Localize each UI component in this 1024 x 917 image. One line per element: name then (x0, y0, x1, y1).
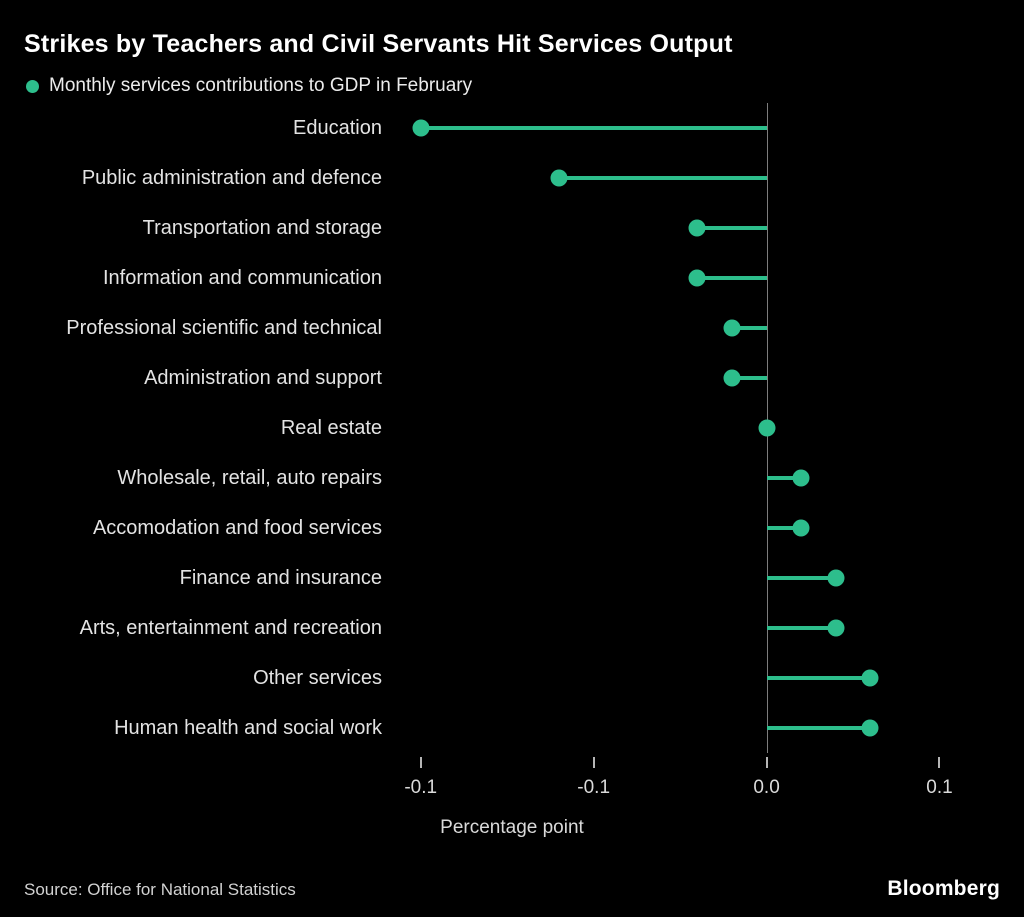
chart-row: Wholesale, retail, auto repairs (24, 453, 1000, 503)
lollipop-plot (400, 353, 1000, 403)
category-label: Accomodation and food services (92, 516, 382, 539)
lollipop-dot (723, 369, 741, 387)
category-label: Professional scientific and technical (66, 316, 382, 339)
chart-row: Education (24, 103, 1000, 153)
lollipop-chart: Education Public administration and defen… (24, 103, 1000, 839)
axis-tick-mark (592, 757, 595, 768)
lollipop-dot (688, 269, 706, 287)
x-axis-title: Percentage point (440, 817, 584, 838)
lollipop-stem (766, 726, 871, 730)
category-label: Administration and support (144, 366, 382, 389)
axis-tick-mark (938, 757, 941, 768)
lollipop-plot (400, 553, 1000, 603)
lollipop-dot (792, 519, 810, 537)
axis-tick-label: 0.1 (926, 777, 953, 798)
category-label: Transportation and storage (142, 216, 382, 239)
legend: Monthly services contributions to GDP in… (26, 75, 1000, 97)
lollipop-plot (400, 403, 1000, 453)
lollipop-stem (420, 126, 767, 130)
lollipop-plot (400, 253, 1000, 303)
category-label: Arts, entertainment and recreation (79, 616, 382, 639)
chart-rows: Education Public administration and defen… (24, 103, 1000, 753)
category-label: Real estate (280, 416, 382, 439)
lollipop-dot (861, 669, 879, 687)
lollipop-stem (559, 176, 767, 180)
footer: Source: Office for National Statistics B… (24, 877, 1000, 901)
lollipop-plot (400, 153, 1000, 203)
chart-row: Finance and insurance (24, 553, 1000, 603)
chart-title: Strikes by Teachers and Civil Servants H… (24, 30, 733, 58)
chart-row: Public administration and defence (24, 153, 1000, 203)
lollipop-dot (827, 619, 845, 637)
bloomberg-logo: Bloomberg (887, 877, 1000, 900)
lollipop-plot (400, 603, 1000, 653)
axis-tick-label: -0.1 (577, 777, 611, 798)
axis-tick-label: -0.1 (404, 777, 438, 798)
lollipop-stem (731, 326, 767, 330)
chart-row: Transportation and storage (24, 203, 1000, 253)
lollipop-stem (697, 226, 767, 230)
category-label: Public administration and defence (81, 166, 382, 189)
lollipop-plot (400, 453, 1000, 503)
lollipop-dot (861, 719, 879, 737)
axis-tick-label: 0.0 (753, 777, 780, 798)
lollipop-dot (550, 169, 568, 187)
lollipop-stem (766, 676, 871, 680)
lollipop-stem (766, 576, 836, 580)
category-label: Information and communication (102, 266, 382, 289)
category-label: Education (293, 116, 382, 139)
axis-tick-mark (765, 757, 768, 768)
lollipop-plot (400, 653, 1000, 703)
chart-row: Information and communication (24, 253, 1000, 303)
chart-row: Professional scientific and technical (24, 303, 1000, 353)
axis-tick-mark (419, 757, 422, 768)
chart-row: Human health and social work (24, 703, 1000, 753)
category-label: Finance and insurance (179, 566, 382, 589)
lollipop-dot (792, 469, 810, 487)
lollipop-stem (766, 626, 836, 630)
chart-row: Administration and support (24, 353, 1000, 403)
lollipop-plot (400, 303, 1000, 353)
lollipop-plot (400, 203, 1000, 253)
chart-row: Real estate (24, 403, 1000, 453)
chart-row: Accomodation and food services (24, 503, 1000, 553)
chart-row: Other services (24, 653, 1000, 703)
legend-dot-icon (26, 79, 39, 93)
lollipop-dot (688, 219, 706, 237)
category-label: Wholesale, retail, auto repairs (117, 466, 382, 489)
chart-row: Arts, entertainment and recreation (24, 603, 1000, 653)
lollipop-dot (758, 419, 776, 437)
legend-label: Monthly services contributions to GDP in… (49, 75, 473, 96)
lollipop-dot (412, 119, 430, 137)
category-label: Human health and social work (114, 716, 382, 739)
lollipop-plot (400, 503, 1000, 553)
lollipop-dot (723, 319, 741, 337)
x-axis-ticks (400, 755, 1000, 769)
category-label: Other services (253, 666, 382, 689)
lollipop-stem (766, 526, 802, 530)
source-note: Source: Office for National Statistics (24, 880, 296, 899)
lollipop-plot (400, 703, 1000, 753)
lollipop-stem (697, 276, 767, 280)
lollipop-plot (400, 103, 1000, 153)
lollipop-dot (827, 569, 845, 587)
lollipop-stem (731, 376, 767, 380)
lollipop-stem (766, 476, 802, 480)
x-axis-labels: -0.1 -0.1 0.0 0.1 (400, 777, 1000, 805)
